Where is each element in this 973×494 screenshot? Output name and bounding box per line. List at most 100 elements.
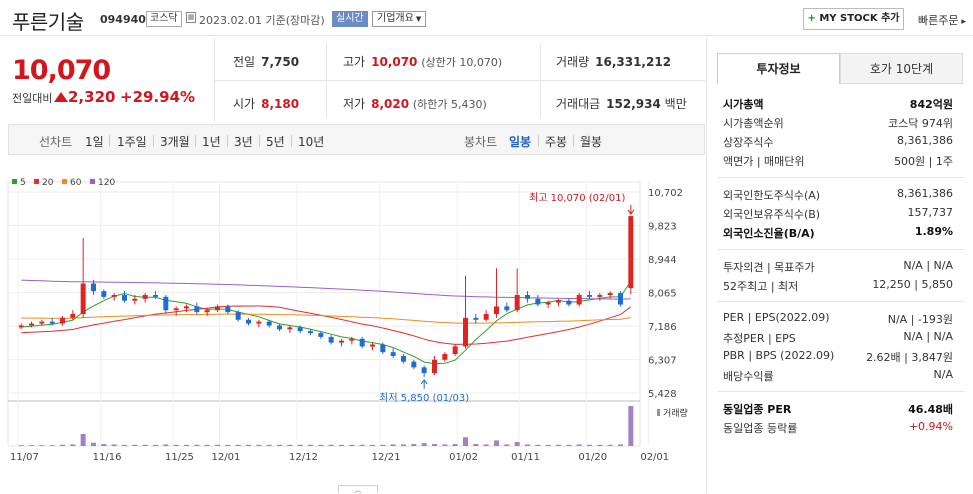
info-value: 8,361,386 [897,187,953,200]
info-key: 외국인소진율(B/A) [723,227,815,240]
info-row: 외국인보유주식수(B) 157,737 [723,204,953,223]
quick-order-link[interactable]: 빠른주문 ▸ [918,12,966,28]
divider [215,80,705,81]
tab-1d[interactable]: 1일 [85,135,104,149]
volume-bar [318,444,324,446]
volume-legend-label: 거래량 [663,407,688,419]
tab-monthly[interactable]: 월봉 [580,135,603,149]
ma-legend-label: 120 [98,178,115,188]
candle-body [628,216,634,289]
volume-bar [184,444,189,446]
tab-10y[interactable]: 10년 [298,135,325,149]
ma-line [21,313,631,324]
info-key: 외국인한도주식수(A) [723,189,821,202]
volume-bar [153,444,158,446]
info-value: 500원 | 1주 [894,155,953,168]
info-value: 2.62배 | 3,847원 [866,351,953,364]
candle-body [111,294,117,297]
candle-body [39,321,45,324]
volume-bar [39,445,45,446]
candle-body [535,298,541,305]
candle-body [545,302,551,305]
line-chart-label: 선차트 [39,135,73,149]
info-row: 외국인소진율(B/A) 1.89% [723,223,953,242]
tab-weekly[interactable]: 주봉 [545,135,568,149]
info-key: 시가총액순위 [723,117,784,130]
volume-bar [308,444,313,446]
candle-body [80,283,86,315]
candle-body [204,310,210,313]
volume-bar [494,440,499,446]
candle-body [29,323,34,326]
collapse-handle[interactable]: ︿ [338,485,378,494]
tab-5y[interactable]: 5년 [266,135,285,149]
company-overview-dropdown[interactable]: 기업개요 ▼ [372,11,427,27]
volume-bar [215,444,220,446]
info-row: 상장주식수 8,361,386 [723,132,953,151]
info-row: 추정PER | EPS N/A | N/A [723,328,953,347]
info-value: 1.89% [914,225,953,238]
divider [706,38,707,493]
y-tick-label: 5,428 [648,389,677,400]
volume-bar [49,445,55,446]
volume-bar [401,444,406,446]
volume-bar [483,444,489,446]
volume-bar [566,444,572,446]
tab-1w[interactable]: 1주일 [117,135,147,149]
volume-bar [432,444,437,446]
tab-3m[interactable]: 3개월 [160,135,190,149]
info-value: 12,250 | 5,850 [872,278,953,291]
current-price: 10,070 [12,55,111,86]
candle-body [49,321,55,324]
arrow-icon: ▸ [958,17,966,27]
x-tick-label: 01/20 [578,452,607,463]
info-value: N/A | N/A [903,330,953,343]
info-row: 액면가 | 매매단위 500원 | 1주 [723,151,953,170]
tab-1y[interactable]: 1년 [202,135,221,149]
info-key: 배당수익률 [723,370,774,383]
ma-legend-label: 60 [70,178,82,188]
candle-body [318,333,324,337]
y-tick-label: 9,823 [648,222,677,233]
volume-bar [463,437,468,446]
tab-3y[interactable]: 3년 [234,135,253,149]
add-mystock-button[interactable]: + MY STOCK 추가 [803,8,904,30]
candle-body [370,344,375,347]
volume-bar [607,444,613,446]
volume-bar [339,444,344,446]
volume-bar [18,445,24,446]
info-key: 시가총액 [723,98,764,111]
calendar-icon: ▦ [186,12,196,23]
low-label: 저가 [343,97,366,111]
tab-daily[interactable]: 일봉 [509,135,532,149]
change-label-text: 전일대비 [12,92,53,105]
volume-bar [60,444,65,446]
candle-body [287,327,293,330]
low-value: 8,020 [371,97,410,111]
volume-bar [297,444,303,446]
tab-investment-info[interactable]: 투자정보 [717,53,840,84]
stock-name: 푸른기술 [12,10,84,34]
info-value: 157,737 [907,206,954,219]
info-row: 시가총액순위 코스닥 974위 [723,113,953,132]
divider [717,391,964,392]
y-tick-label: 6,307 [648,356,677,367]
price-summary: 10,070 [0,38,215,122]
amount-label: 거래대금 [556,97,601,111]
tab-orderbook[interactable]: 호가 10단계 [840,53,963,84]
candle-body [452,346,458,355]
volume-bar [390,444,396,446]
candle-body [566,300,572,305]
live-button[interactable]: 실시간 [332,11,368,27]
candle-body [421,367,427,374]
plot-frame [7,181,641,447]
info-row: 시가총액 842억원 [723,94,953,113]
x-tick-label: 01/02 [449,452,478,463]
volume-bar [204,444,210,446]
info-row: PER | EPS(2022.09) N/A | -193원 [723,309,953,328]
volume-bar [452,444,458,446]
candle-body [463,317,468,347]
y-tick-label: 10,702 [648,188,683,199]
x-tick-label: 11/07 [10,452,39,463]
volume-bar [628,406,634,446]
